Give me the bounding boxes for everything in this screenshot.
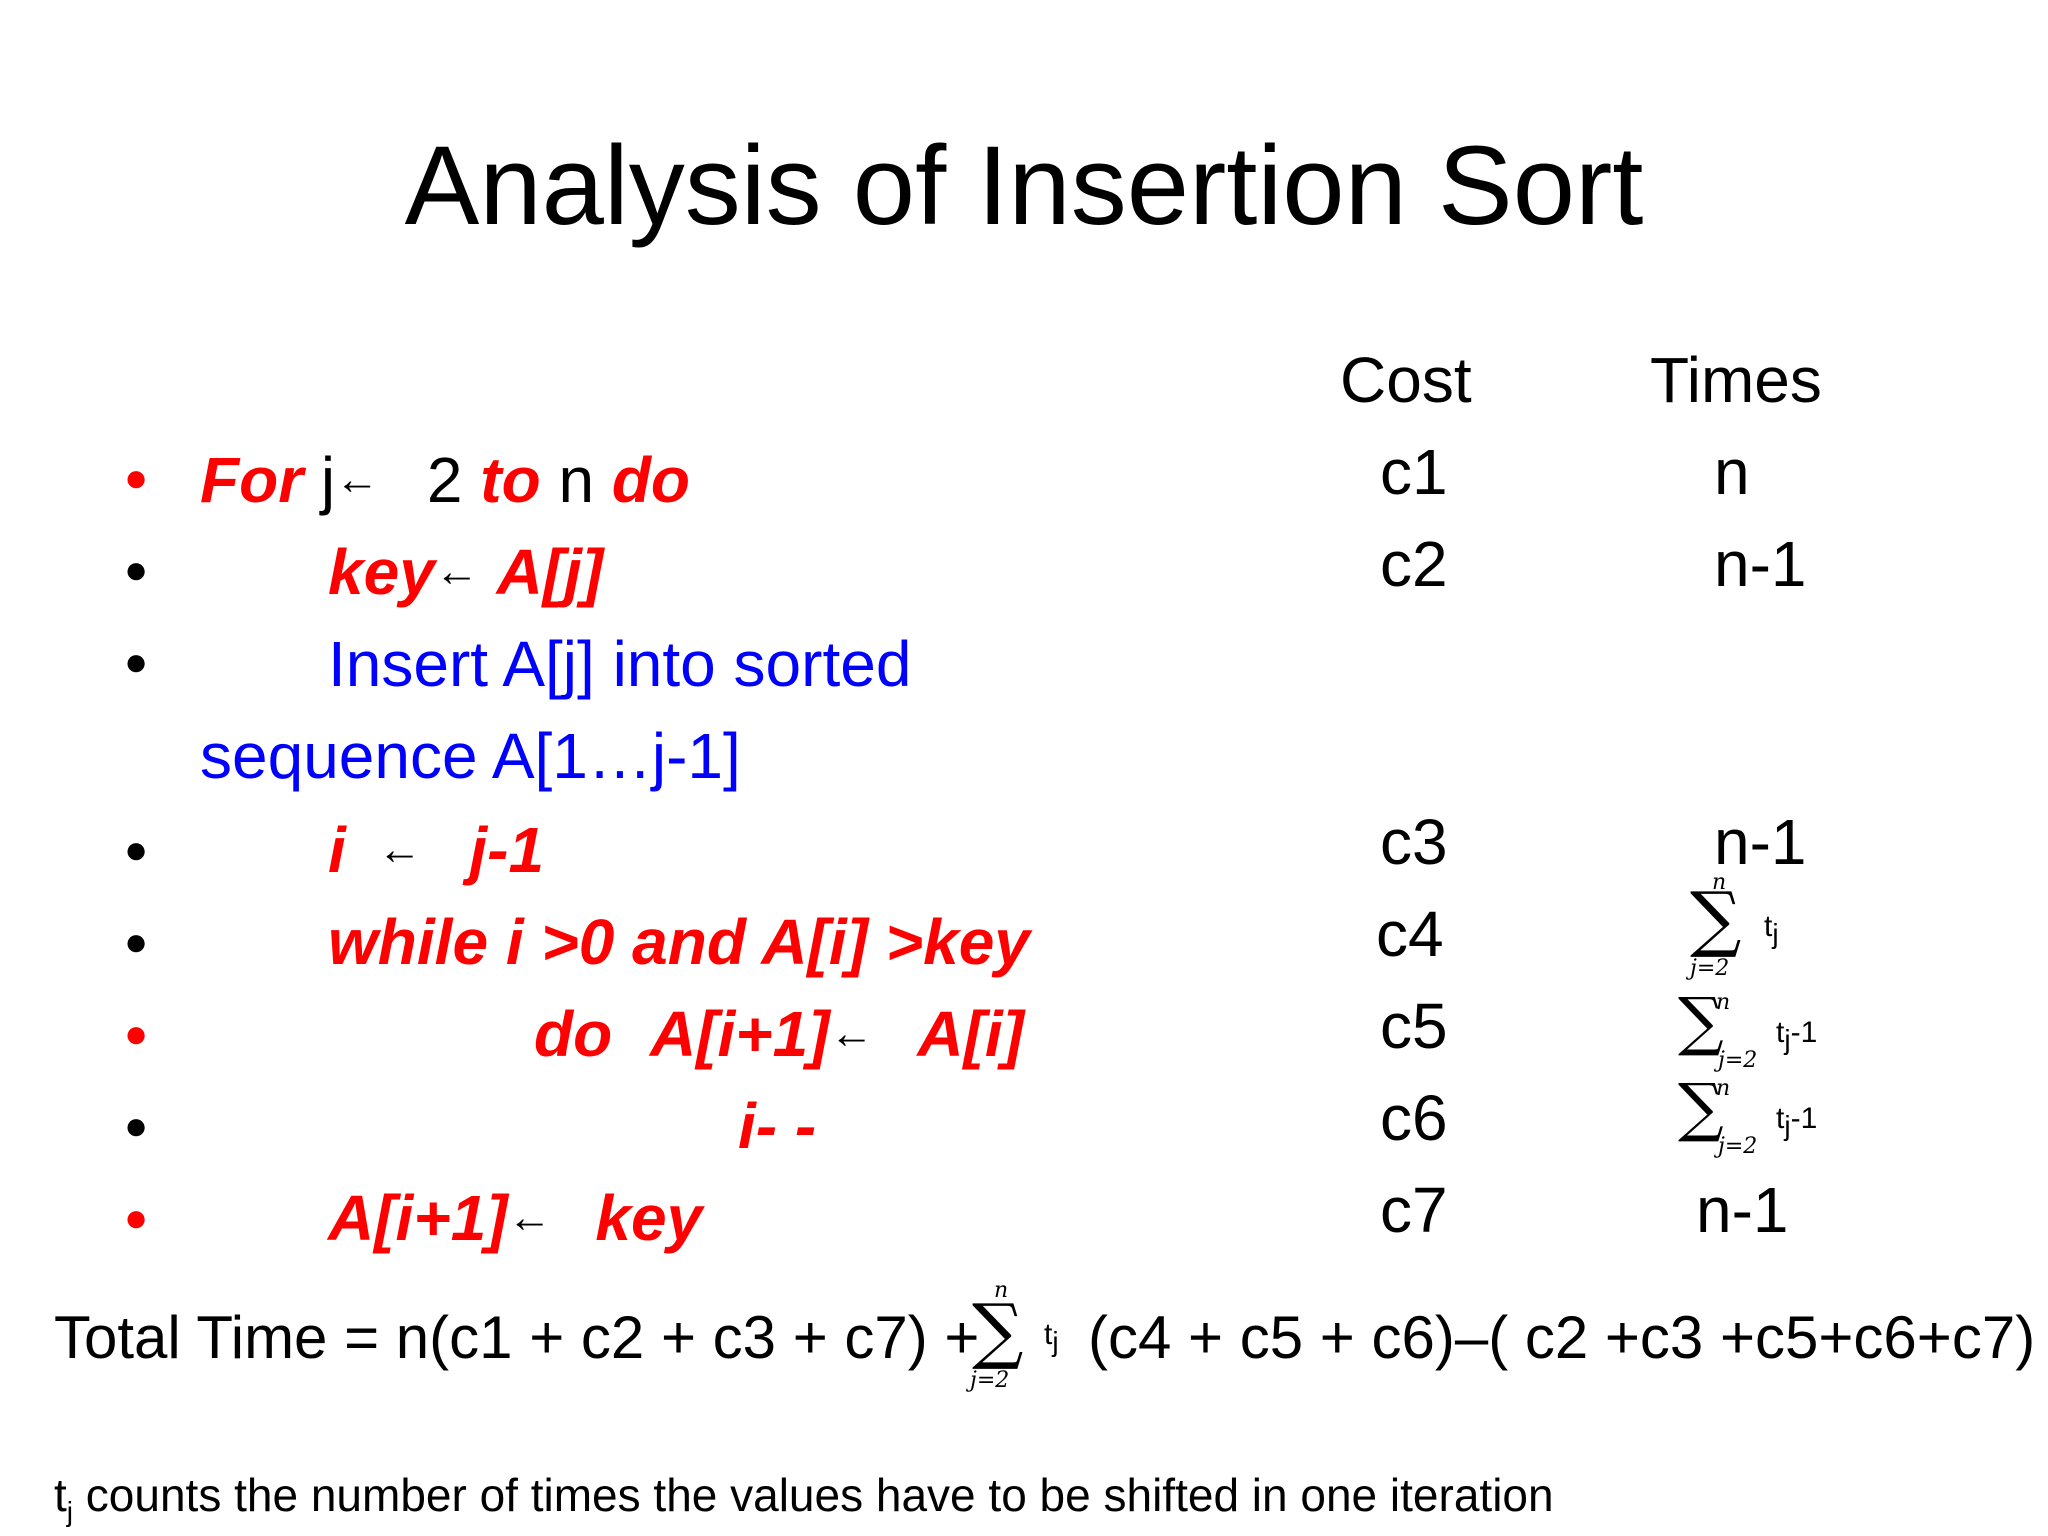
loop-var: j: [320, 444, 336, 516]
sum-lower: j=2: [1690, 956, 1730, 981]
bullet-4: ●: [124, 828, 149, 872]
cost-c6: c6: [1380, 1082, 1448, 1154]
code-line-2: key← A[j]: [328, 540, 603, 604]
loop-end: n: [558, 444, 595, 516]
do-keyword: do: [611, 444, 690, 516]
sum-tj-minus-one-expression: n ∑ j=2 tj-1: [1678, 1076, 1838, 1166]
while-line: while i >0 and A[i] >key: [328, 906, 1030, 978]
sigma-icon: ∑: [1678, 985, 1724, 1059]
code-line-4: i ← j-1: [328, 818, 544, 882]
sigma-icon: ∑: [1690, 876, 1742, 960]
sum-term-subscript: j: [1772, 918, 1779, 949]
sum-term-subscript: j: [1784, 1110, 1791, 1141]
assign-arrow-icon: ←: [335, 455, 380, 504]
sum-term-minus-one: -1: [1790, 1102, 1818, 1135]
sigma-icon: ∑: [1678, 1071, 1724, 1145]
sum-term: t: [1776, 1102, 1785, 1135]
bullet-5: ●: [124, 920, 149, 964]
sum-lower: j=2: [970, 1368, 1010, 1393]
cost-header: Cost: [1340, 344, 1472, 416]
assign-arrow-icon: ←: [507, 1193, 552, 1242]
cost-c4: c4: [1376, 898, 1444, 970]
bullet-6: ●: [124, 1012, 149, 1056]
total-time-right: (c4 + c5 + c6)–( c2 +c3 +c5+c6+c7): [1088, 1304, 2036, 1371]
decrement-line: i- -: [738, 1090, 817, 1162]
footnote-t: t: [54, 1469, 67, 1521]
assign-arrow-icon: ←: [434, 547, 479, 596]
insert-target: A[i+1]: [328, 1182, 508, 1254]
times-2: n-1: [1714, 528, 1807, 600]
sum-term-subscript: j: [1784, 1024, 1791, 1055]
sum-lower: j=2: [1718, 1134, 1758, 1159]
sigma-icon: ∑: [972, 1288, 1024, 1372]
sum-tj-minus-one-expression: n ∑ j=2 tj-1: [1678, 990, 1838, 1080]
footnote: tj counts the number of times the values…: [54, 1472, 1554, 1526]
shift-target: A[i+1]: [649, 998, 830, 1070]
bullet-8: ●: [124, 1196, 149, 1240]
sum-lower: j=2: [1718, 1048, 1758, 1073]
bullet-3: ●: [124, 640, 149, 684]
times-3: n-1: [1714, 806, 1807, 878]
loop-start: 2: [426, 444, 463, 516]
comment-line-2: sequence A[1…j-1]: [200, 720, 741, 792]
do-keyword: do: [534, 998, 613, 1070]
array-elem: A[j]: [496, 536, 604, 608]
assign-arrow-icon: ←: [829, 1009, 874, 1058]
code-line-1: For j← 2 to n do: [200, 448, 690, 512]
bullet-1: ●: [124, 456, 149, 500]
sum-upper: n: [1716, 990, 1731, 1015]
bullet-7: ●: [124, 1104, 149, 1148]
cost-c5: c5: [1380, 990, 1448, 1062]
sum-term: t: [1776, 1016, 1785, 1049]
times-7: n-1: [1696, 1174, 1789, 1246]
bullet-2: ●: [124, 548, 149, 592]
sum-upper: n: [1712, 870, 1727, 895]
key-var: key: [328, 536, 435, 608]
code-line-8: A[i+1]← key: [328, 1186, 702, 1250]
assign-arrow-icon: ←: [377, 825, 422, 874]
code-line-6: do A[i+1]← A[i]: [534, 1002, 1024, 1066]
cost-c2: c2: [1380, 528, 1448, 600]
sum-term-minus-one: -1: [1790, 1016, 1818, 1049]
sum-term-subscript: j: [1052, 1326, 1059, 1357]
comment-line-1: Insert A[j] into sorted: [328, 628, 912, 700]
cost-c7: c7: [1380, 1174, 1448, 1246]
i-var: i: [328, 814, 346, 886]
cost-c3: c3: [1380, 806, 1448, 878]
sum-term: t: [1764, 910, 1773, 943]
shift-source: A[i]: [917, 998, 1024, 1070]
total-time-left: Total Time = n(c1 + c2 + c3 + c7) +: [54, 1304, 980, 1371]
sum-upper: n: [994, 1278, 1009, 1303]
sum-term: t: [1044, 1318, 1053, 1351]
sum-upper: n: [1716, 1076, 1731, 1101]
to-keyword: to: [480, 444, 541, 516]
times-header: Times: [1650, 344, 1822, 416]
key-var: key: [595, 1182, 703, 1254]
sum-tj-expression: n ∑ j=2 tj: [1690, 870, 1820, 981]
footnote-subscript: j: [66, 1496, 74, 1528]
times-1: n: [1714, 436, 1750, 508]
j-minus-one: j-1: [469, 814, 545, 886]
footnote-text: counts the number of times the values ha…: [85, 1469, 1554, 1521]
cost-c1: c1: [1380, 436, 1448, 508]
total-sum-expression: n ∑ j=2 tj: [960, 1278, 1090, 1398]
for-keyword: For: [200, 444, 304, 516]
slide-title: Analysis of Insertion Sort: [404, 123, 1644, 248]
